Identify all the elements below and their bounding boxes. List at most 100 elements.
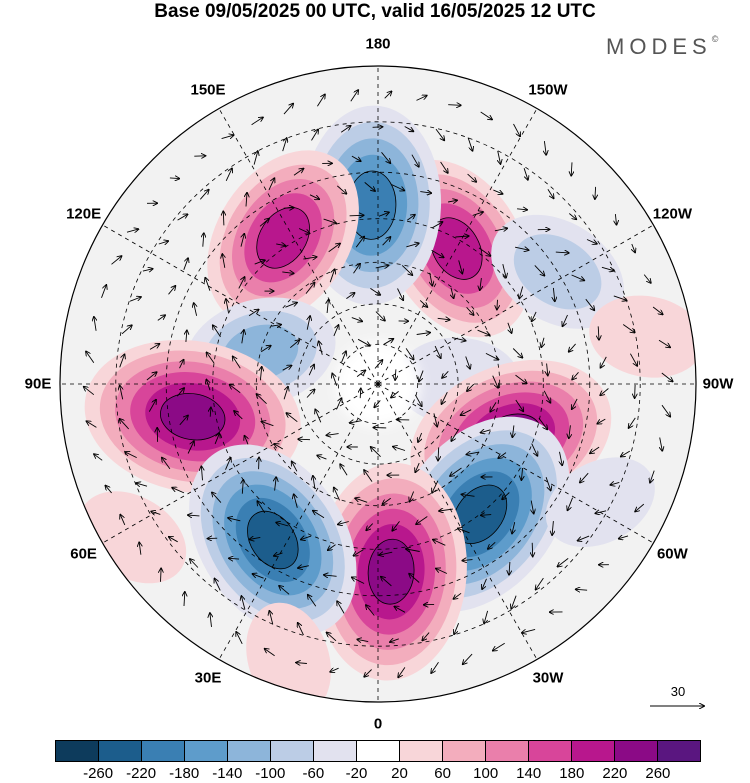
wind-vector — [319, 341, 323, 355]
wind-vector — [576, 589, 588, 590]
wind-vector — [547, 363, 548, 376]
wind-vector — [497, 299, 498, 310]
wind-vector — [379, 552, 393, 555]
wind-vector — [349, 215, 364, 216]
wind-vector — [253, 574, 264, 579]
colorbar-tick-label: 260 — [645, 765, 671, 782]
wind-vector — [354, 549, 364, 556]
wind-vector — [179, 416, 188, 426]
meridian-line — [102, 224, 379, 385]
wind-vector — [307, 316, 310, 330]
wind-vector — [94, 454, 103, 461]
wind-vector — [282, 138, 287, 152]
wind-vector — [187, 441, 194, 454]
wind-vector — [94, 317, 96, 331]
wind-vector — [384, 91, 392, 99]
logo-text: MODES — [606, 34, 712, 59]
wind-vector — [146, 372, 157, 381]
wind-vector — [416, 96, 427, 101]
colorbar-segment — [486, 741, 529, 761]
wind-vector — [519, 286, 524, 299]
wind-vector — [406, 243, 418, 248]
wind-vector — [169, 178, 179, 179]
wind-vector — [635, 503, 645, 511]
wind-vector — [586, 239, 597, 244]
wind-vector — [547, 189, 554, 198]
wind-vector — [120, 419, 130, 430]
wind-vector — [190, 559, 199, 568]
longitude-label: 60W — [656, 545, 688, 563]
wind-vector — [317, 95, 325, 107]
wind-vector — [558, 558, 569, 566]
wind-vector — [126, 229, 138, 232]
wind-vector — [572, 372, 579, 379]
wind-vector — [151, 512, 161, 515]
copyright-mark: © — [711, 34, 719, 44]
wind-vector — [600, 388, 609, 396]
wind-vector — [414, 394, 421, 406]
wind-vector — [283, 387, 288, 400]
wind-vector — [622, 324, 634, 333]
wind-vector — [442, 392, 448, 404]
wind-vector — [391, 184, 405, 191]
reference-vector-label: 30 — [670, 684, 686, 699]
wind-vector — [650, 470, 655, 483]
wind-vector — [210, 613, 212, 627]
wind-vector — [515, 374, 527, 383]
wind-vector — [382, 237, 391, 246]
wind-vector — [391, 391, 399, 397]
wind-vector — [176, 388, 184, 397]
wind-vector — [458, 260, 463, 273]
wind-vector — [498, 150, 501, 164]
longitude-label: 150W — [528, 81, 568, 99]
wind-vector — [406, 549, 420, 552]
wind-vector — [532, 311, 537, 321]
wind-vector — [435, 128, 444, 140]
anomaly-contour — [160, 393, 226, 441]
wind-vector — [434, 345, 441, 358]
wind-vector — [560, 451, 563, 466]
colorbar-segment — [271, 741, 314, 761]
longitude-label: 90W — [702, 375, 734, 393]
wind-vector — [328, 244, 340, 253]
wind-vector — [635, 384, 636, 398]
wind-vector — [364, 470, 373, 482]
wind-vector — [398, 667, 406, 677]
wind-vector — [545, 477, 551, 490]
wind-vector — [652, 306, 663, 314]
colorbar — [55, 740, 701, 762]
wind-vector — [481, 430, 491, 433]
wind-vector — [298, 228, 310, 234]
wind-vector — [337, 601, 345, 614]
wind-vector — [238, 277, 245, 289]
colorbar-segment — [529, 741, 572, 761]
wind-vector — [436, 569, 448, 574]
wind-vector — [619, 536, 629, 539]
wind-vector — [390, 639, 399, 642]
wind-vector — [119, 354, 125, 368]
wind-vector — [323, 218, 337, 223]
wind-vector — [350, 90, 358, 102]
wind-vector — [615, 214, 616, 225]
wind-vector — [493, 189, 502, 194]
meridian-line — [102, 383, 379, 544]
wind-vector — [183, 258, 188, 270]
wind-vector — [374, 360, 382, 369]
wind-vector — [274, 553, 283, 556]
wind-vector — [629, 417, 636, 428]
wind-vector — [374, 400, 381, 407]
wind-vector — [355, 498, 368, 503]
wind-vector — [536, 577, 544, 590]
wind-vector — [234, 411, 243, 420]
colorbar-segment — [400, 741, 443, 761]
wind-vector — [448, 200, 457, 202]
wind-vector — [569, 213, 576, 220]
wind-vector — [276, 523, 289, 527]
wind-vector — [448, 105, 461, 106]
wind-vector — [375, 265, 389, 268]
wind-vector — [515, 247, 528, 250]
longitude-label: 90E — [24, 375, 52, 393]
wind-vector — [309, 194, 319, 199]
colorbar-segment — [56, 741, 99, 761]
wind-vector — [383, 497, 391, 504]
